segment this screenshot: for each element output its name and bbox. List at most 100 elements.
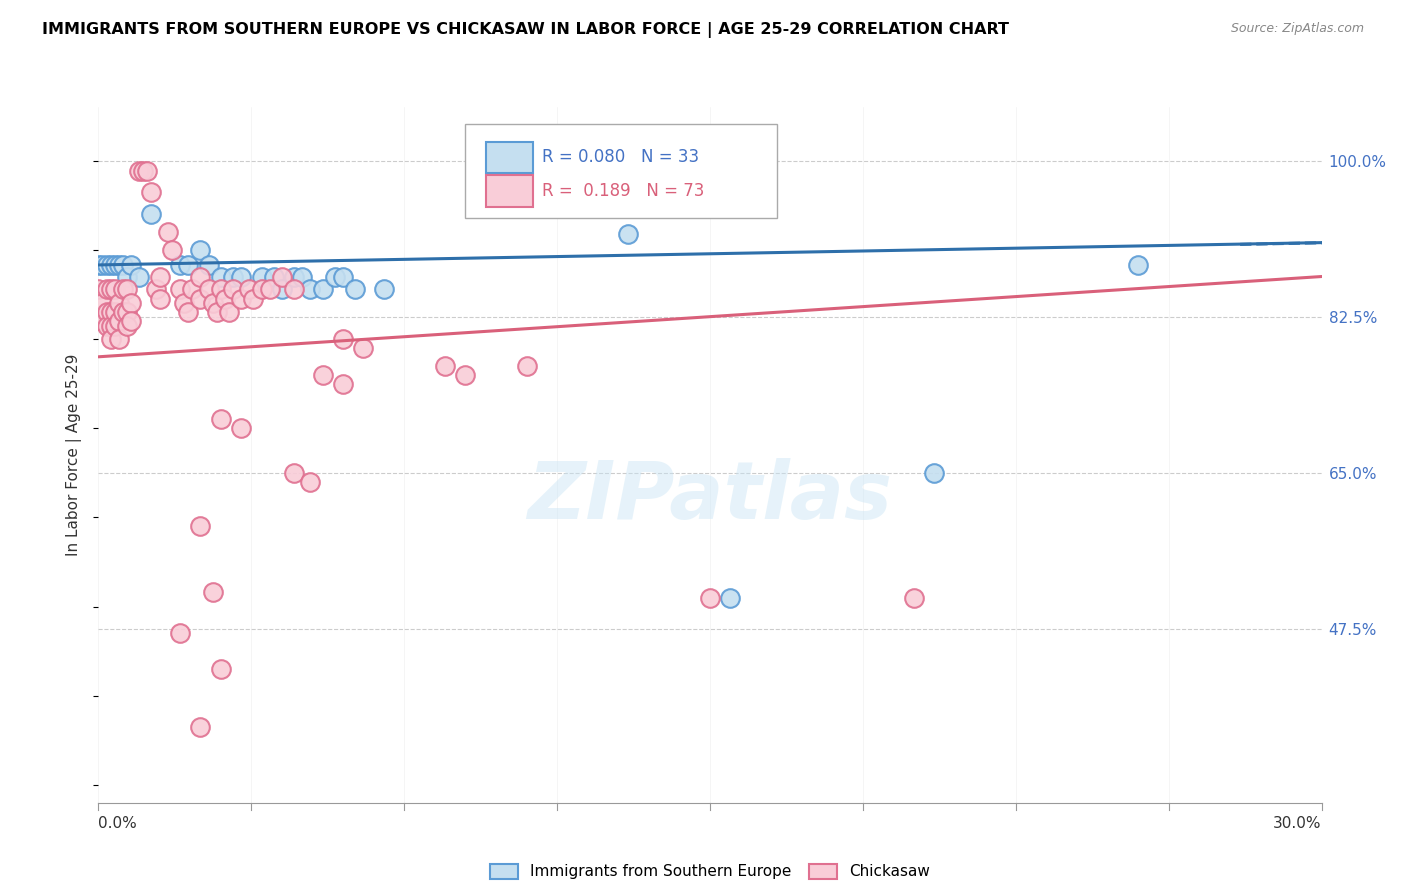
- Point: [299, 282, 322, 296]
- Point: [145, 282, 167, 296]
- Point: [344, 282, 367, 296]
- Text: IMMIGRANTS FROM SOUTHERN EUROPE VS CHICKASAW IN LABOR FORCE | AGE 25-29 CORRELAT: IMMIGRANTS FROM SOUTHERN EUROPE VS CHICK…: [42, 22, 1010, 38]
- Point: [617, 227, 640, 241]
- Point: [149, 269, 172, 284]
- Point: [188, 292, 212, 306]
- Point: [209, 412, 232, 426]
- Point: [332, 376, 354, 391]
- Point: [156, 225, 179, 239]
- Text: R = 0.080   N = 33: R = 0.080 N = 33: [543, 148, 700, 166]
- Point: [177, 305, 200, 319]
- Point: [352, 341, 374, 355]
- Point: [181, 282, 204, 296]
- Point: [299, 475, 322, 489]
- Point: [270, 269, 294, 284]
- FancyBboxPatch shape: [465, 124, 778, 219]
- Point: [108, 296, 131, 310]
- Point: [238, 282, 260, 296]
- Point: [100, 318, 122, 333]
- Point: [250, 282, 273, 296]
- Point: [699, 591, 721, 605]
- Point: [141, 207, 163, 221]
- Point: [291, 269, 314, 284]
- Point: [270, 282, 294, 296]
- Point: [259, 282, 281, 296]
- Point: [115, 318, 138, 333]
- Point: [96, 305, 118, 319]
- Point: [87, 258, 110, 272]
- Point: [115, 269, 138, 284]
- Point: [231, 421, 253, 435]
- Point: [104, 258, 127, 272]
- Point: [91, 258, 114, 272]
- Point: [209, 269, 232, 284]
- Point: [323, 269, 346, 284]
- Point: [218, 305, 240, 319]
- Point: [169, 282, 191, 296]
- Bar: [486, 175, 533, 207]
- Point: [332, 332, 354, 346]
- Text: Source: ZipAtlas.com: Source: ZipAtlas.com: [1230, 22, 1364, 36]
- Point: [100, 258, 122, 272]
- Point: [1128, 258, 1150, 272]
- Point: [283, 282, 305, 296]
- Point: [214, 292, 236, 306]
- Point: [201, 296, 224, 310]
- Legend: Immigrants from Southern Europe, Chickasaw: Immigrants from Southern Europe, Chickas…: [484, 857, 936, 886]
- Point: [197, 258, 219, 272]
- Point: [903, 591, 925, 605]
- Point: [91, 296, 114, 310]
- Point: [160, 243, 183, 257]
- Point: [169, 258, 191, 272]
- Point: [115, 282, 138, 296]
- Point: [922, 466, 945, 480]
- Point: [209, 662, 232, 676]
- Point: [111, 305, 134, 319]
- Point: [108, 314, 131, 328]
- Point: [373, 282, 395, 296]
- Bar: [486, 142, 533, 173]
- Point: [108, 258, 131, 272]
- Point: [222, 269, 245, 284]
- Point: [104, 282, 127, 296]
- Point: [231, 292, 253, 306]
- Point: [96, 258, 118, 272]
- Point: [149, 292, 172, 306]
- Point: [209, 282, 232, 296]
- Point: [173, 296, 195, 310]
- Y-axis label: In Labor Force | Age 25-29: In Labor Force | Age 25-29: [66, 354, 83, 556]
- Point: [516, 359, 538, 373]
- Point: [120, 258, 142, 272]
- Point: [120, 314, 142, 328]
- Point: [104, 305, 127, 319]
- Point: [104, 318, 127, 333]
- Point: [87, 282, 110, 296]
- Point: [120, 296, 142, 310]
- Point: [188, 720, 212, 734]
- Point: [312, 368, 335, 382]
- Point: [96, 318, 118, 333]
- Point: [96, 282, 118, 296]
- Text: R =  0.189   N = 73: R = 0.189 N = 73: [543, 182, 704, 200]
- Point: [434, 359, 457, 373]
- Point: [132, 164, 155, 178]
- Point: [111, 258, 134, 272]
- Point: [283, 269, 305, 284]
- Point: [283, 466, 305, 480]
- Point: [205, 305, 228, 319]
- Point: [197, 282, 219, 296]
- Point: [495, 164, 517, 178]
- Point: [263, 269, 285, 284]
- Point: [91, 314, 114, 328]
- Point: [242, 292, 264, 306]
- Point: [100, 305, 122, 319]
- Point: [128, 269, 150, 284]
- Point: [720, 591, 742, 605]
- Point: [128, 164, 150, 178]
- Point: [141, 185, 163, 199]
- Point: [136, 164, 159, 178]
- Point: [250, 269, 273, 284]
- Point: [454, 368, 477, 382]
- Point: [201, 585, 224, 599]
- Point: [222, 282, 245, 296]
